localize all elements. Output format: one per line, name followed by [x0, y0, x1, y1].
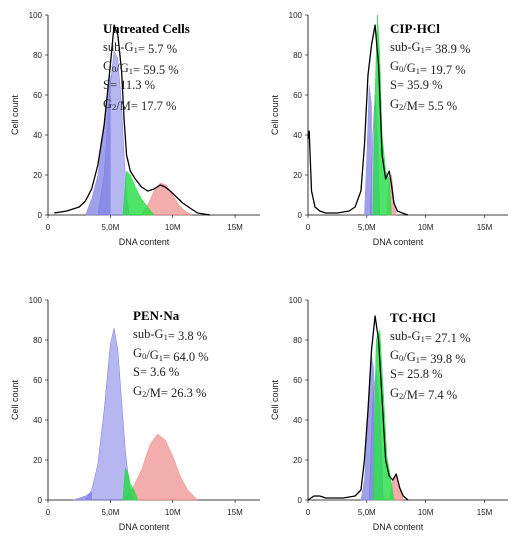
y-tick-label: 0 [38, 496, 43, 505]
x-tick-label: 0 [306, 508, 311, 517]
x-tick-label: 5,0M [358, 508, 376, 517]
histogram-line [307, 24, 409, 216]
area-g2m [122, 433, 199, 501]
chart-panel-1: 0 20 40 60 80 100 0 5,0M 10M 15M DNA content Cell c… [10, 11, 260, 247]
chart-panel-4: 0 20 40 60 80 100 0 5,0M 10M 15M DNA content Cell c… [270, 296, 508, 532]
y-tick-label: 0 [298, 211, 303, 220]
y-axis-label: Cell count [270, 379, 280, 420]
x-axis-label: DNA content [119, 237, 170, 247]
y-tick-label: 80 [293, 336, 302, 345]
area-s-phase [372, 14, 392, 216]
chart-title: TC·HCl [390, 310, 436, 325]
stat-line: S= 25.8 % [390, 367, 443, 381]
x-axis-label: DNA content [373, 237, 424, 247]
y-tick-label: 80 [293, 51, 302, 60]
stat-line: G2/M= 7.4 % [390, 386, 457, 402]
chart-title: CIP·HCl [390, 21, 440, 36]
y-tick-label: 60 [293, 376, 302, 385]
x-tick-label: 15M [477, 508, 493, 517]
area-s-phase [122, 467, 139, 501]
y-tick-label: 40 [293, 416, 302, 425]
x-tick-label: 0 [46, 508, 51, 517]
y-tick-label: 80 [33, 51, 42, 60]
y-tick-label: 60 [293, 91, 302, 100]
y-tick-label: 100 [289, 11, 303, 20]
y-tick-label: 100 [29, 11, 43, 20]
y-axis-label: Cell count [10, 94, 20, 135]
y-tick-label: 0 [38, 211, 43, 220]
stat-line: G2/M= 5.5 % [390, 97, 457, 113]
x-tick-label: 15M [477, 223, 493, 232]
y-tick-label: 100 [29, 296, 43, 305]
x-tick-label: 15M [227, 223, 243, 232]
x-tick-label: 5,0M [101, 223, 119, 232]
x-tick-label: 15M [227, 508, 243, 517]
chart-title: Untreated Cells [103, 21, 190, 36]
y-tick-label: 20 [33, 456, 42, 465]
histogram-line [307, 315, 409, 501]
stat-line: G0/G1= 64.0 % [133, 346, 209, 364]
area-sub-g1 [364, 84, 372, 216]
x-tick-label: 5,0M [101, 508, 119, 517]
x-axis-label: DNA content [373, 522, 424, 532]
x-tick-label: 5,0M [358, 223, 376, 232]
y-tick-label: 40 [33, 416, 42, 425]
x-tick-label: 10M [165, 508, 181, 517]
stat-line: G0/G1= 59.5 % [103, 59, 179, 77]
y-tick-label: 40 [293, 131, 302, 140]
x-tick-label: 10M [165, 223, 181, 232]
x-tick-label: 10M [418, 223, 434, 232]
x-tick-label: 0 [306, 223, 311, 232]
chart-panel-2: 0 20 40 60 80 100 0 5,0M 10M 15M DNA content Cell c… [270, 11, 508, 247]
area-s-phase [122, 170, 155, 216]
x-tick-label: 10M [418, 508, 434, 517]
stat-line: sub-G1= 27.1 % [390, 329, 470, 345]
y-tick-label: 40 [33, 131, 42, 140]
stat-line: sub-G1= 3.8 % [133, 327, 207, 343]
chart-panel-3: 0 20 40 60 80 100 0 5,0M 10M 15M DNA content Cell c… [10, 296, 260, 532]
stat-line: G0/G1= 39.8 % [390, 348, 466, 366]
chart-title: PEN·Na [133, 308, 180, 323]
histogram-line [54, 24, 211, 216]
y-tick-label: 100 [289, 296, 303, 305]
y-axis-label: Cell count [10, 379, 20, 420]
y-tick-label: 0 [298, 496, 303, 505]
stat-line: S= 3.6 % [133, 365, 179, 379]
stat-line: sub-G1= 5.7 % [103, 40, 177, 56]
stat-line: G2/M= 17.7 % [103, 97, 176, 113]
x-axis-label: DNA content [119, 522, 170, 532]
stat-line: S= 11.3 % [103, 78, 155, 92]
y-tick-label: 20 [293, 171, 302, 180]
y-tick-label: 80 [33, 336, 42, 345]
y-tick-label: 60 [33, 91, 42, 100]
stat-line: G0/G1= 19.7 % [390, 59, 466, 77]
y-axis-label: Cell count [270, 94, 280, 135]
y-tick-label: 20 [33, 171, 42, 180]
y-tick-label: 20 [293, 456, 302, 465]
x-tick-label: 0 [46, 223, 51, 232]
stat-line: sub-G1= 38.9 % [390, 40, 470, 56]
y-tick-label: 60 [33, 376, 42, 385]
stat-line: S= 35.9 % [390, 78, 443, 92]
stat-line: G2/M= 26.3 % [133, 384, 206, 400]
